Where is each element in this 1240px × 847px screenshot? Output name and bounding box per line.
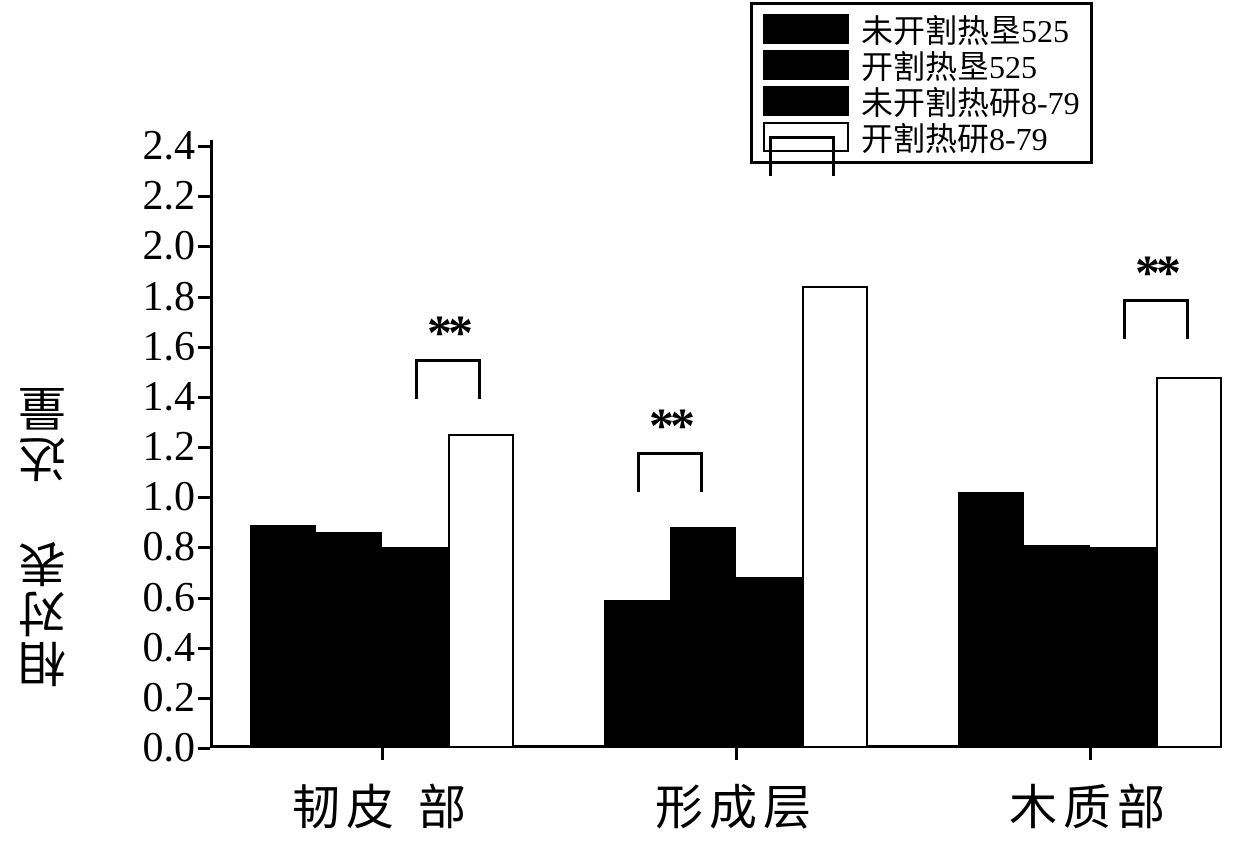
y-tick-label: 0.6 [115,574,195,622]
x-tick-label: 木质部 [970,768,1210,838]
y-tick [198,396,210,399]
bar [736,577,802,748]
y-tick-label: 1.8 [115,273,195,321]
y-tick [198,697,210,700]
y-tick-label: 2.2 [115,172,195,220]
y-tick [198,647,210,650]
bar [382,547,448,748]
y-tick [198,496,210,499]
bar [1024,545,1090,748]
significance-bracket [1123,299,1189,339]
significance-label: ** [630,396,710,454]
y-tick [198,546,210,549]
y-tick [198,195,210,198]
y-tick-label: 1.6 [115,323,195,371]
bar [604,600,670,748]
y-tick [198,346,210,349]
bar [316,532,382,748]
y-tick-label: 1.2 [115,423,195,471]
significance-label: ** [762,80,842,138]
y-tick [198,747,210,750]
bar [802,286,868,748]
y-tick-label: 0.0 [115,724,195,772]
bar [670,527,736,748]
significance-label: ** [408,303,488,361]
y-tick [198,245,210,248]
y-tick-label: 2.0 [115,222,195,270]
plot-area: ******** [210,146,1210,748]
y-tick-label: 2.4 [115,122,195,170]
y-tick [198,145,210,148]
significance-label: ** [1116,243,1196,301]
x-tick-label: 韧皮 部 [262,768,502,838]
y-tick [198,446,210,449]
y-tick-label: 1.0 [115,473,195,521]
significance-bracket [637,452,703,492]
bar [1090,547,1156,748]
x-tick [1089,748,1092,760]
y-tick-label: 0.2 [115,674,195,722]
significance-bracket [415,359,481,399]
x-tick [735,748,738,760]
y-tick [198,296,210,299]
y-tick-label: 1.4 [115,373,195,421]
legend-swatch [763,50,849,80]
y-tick-label: 0.8 [115,523,195,571]
y-axis [210,140,213,748]
x-tick-label: 形成层 [616,768,856,838]
bar [1156,377,1222,748]
bar [250,525,316,748]
y-tick-label: 0.4 [115,624,195,672]
legend-swatch [763,14,849,44]
bar [448,434,514,748]
x-tick [381,748,384,760]
bar [958,492,1024,748]
y-axis-label: 相对表 达量 [24,206,72,688]
y-tick [198,597,210,600]
chart-container: 未开割热垦525开割热垦525未开割热研8-79开割热研8-79 相对表 达量 … [0,0,1240,847]
significance-bracket [769,136,835,176]
